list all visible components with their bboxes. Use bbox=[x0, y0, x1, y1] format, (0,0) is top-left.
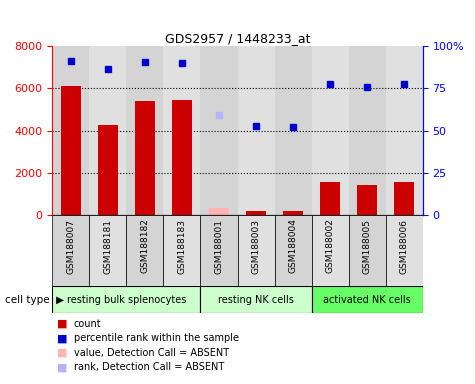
Text: GSM188002: GSM188002 bbox=[326, 218, 334, 273]
Text: ■: ■ bbox=[57, 319, 67, 329]
Text: GSM188182: GSM188182 bbox=[141, 218, 149, 273]
Text: GSM188005: GSM188005 bbox=[363, 218, 371, 273]
Text: cell type  ▶: cell type ▶ bbox=[5, 295, 64, 305]
Text: GSM188004: GSM188004 bbox=[289, 218, 297, 273]
Text: value, Detection Call = ABSENT: value, Detection Call = ABSENT bbox=[74, 348, 229, 358]
Bar bbox=[357, 185, 377, 215]
Title: GDS2957 / 1448233_at: GDS2957 / 1448233_at bbox=[165, 32, 310, 45]
Bar bbox=[61, 86, 81, 215]
Bar bbox=[126, 46, 163, 215]
Text: GSM188183: GSM188183 bbox=[178, 218, 186, 273]
Bar bbox=[312, 46, 349, 215]
Bar bbox=[200, 286, 312, 313]
Bar bbox=[349, 215, 386, 286]
Bar bbox=[200, 46, 238, 215]
Bar bbox=[312, 215, 349, 286]
Bar bbox=[163, 46, 200, 215]
Bar bbox=[386, 46, 423, 215]
Text: GSM188001: GSM188001 bbox=[215, 218, 223, 273]
Bar bbox=[238, 215, 275, 286]
Bar bbox=[98, 125, 118, 215]
Bar bbox=[172, 100, 192, 215]
Bar bbox=[89, 46, 126, 215]
Text: ■: ■ bbox=[57, 333, 67, 343]
Text: percentile rank within the sample: percentile rank within the sample bbox=[74, 333, 238, 343]
Text: ■: ■ bbox=[57, 348, 67, 358]
Bar bbox=[52, 286, 200, 313]
Text: resting NK cells: resting NK cells bbox=[218, 295, 294, 305]
Bar bbox=[209, 208, 229, 215]
Text: GSM188006: GSM188006 bbox=[400, 218, 408, 273]
Bar bbox=[283, 211, 303, 215]
Bar bbox=[312, 286, 423, 313]
Bar bbox=[275, 215, 312, 286]
Bar bbox=[349, 46, 386, 215]
Bar bbox=[163, 215, 200, 286]
Text: ■: ■ bbox=[57, 362, 67, 372]
Text: count: count bbox=[74, 319, 101, 329]
Bar bbox=[238, 46, 275, 215]
Bar bbox=[386, 215, 423, 286]
Text: GSM188003: GSM188003 bbox=[252, 218, 260, 273]
Bar bbox=[135, 101, 155, 215]
Bar bbox=[246, 211, 266, 215]
Bar bbox=[52, 215, 89, 286]
Bar bbox=[394, 182, 414, 215]
Text: resting bulk splenocytes: resting bulk splenocytes bbox=[66, 295, 186, 305]
Text: rank, Detection Call = ABSENT: rank, Detection Call = ABSENT bbox=[74, 362, 224, 372]
Bar bbox=[89, 215, 126, 286]
Bar bbox=[320, 182, 340, 215]
Text: GSM188007: GSM188007 bbox=[66, 218, 75, 273]
Bar bbox=[200, 215, 238, 286]
Text: GSM188181: GSM188181 bbox=[104, 218, 112, 273]
Bar bbox=[52, 46, 89, 215]
Text: activated NK cells: activated NK cells bbox=[323, 295, 411, 305]
Bar bbox=[275, 46, 312, 215]
Bar bbox=[126, 215, 163, 286]
